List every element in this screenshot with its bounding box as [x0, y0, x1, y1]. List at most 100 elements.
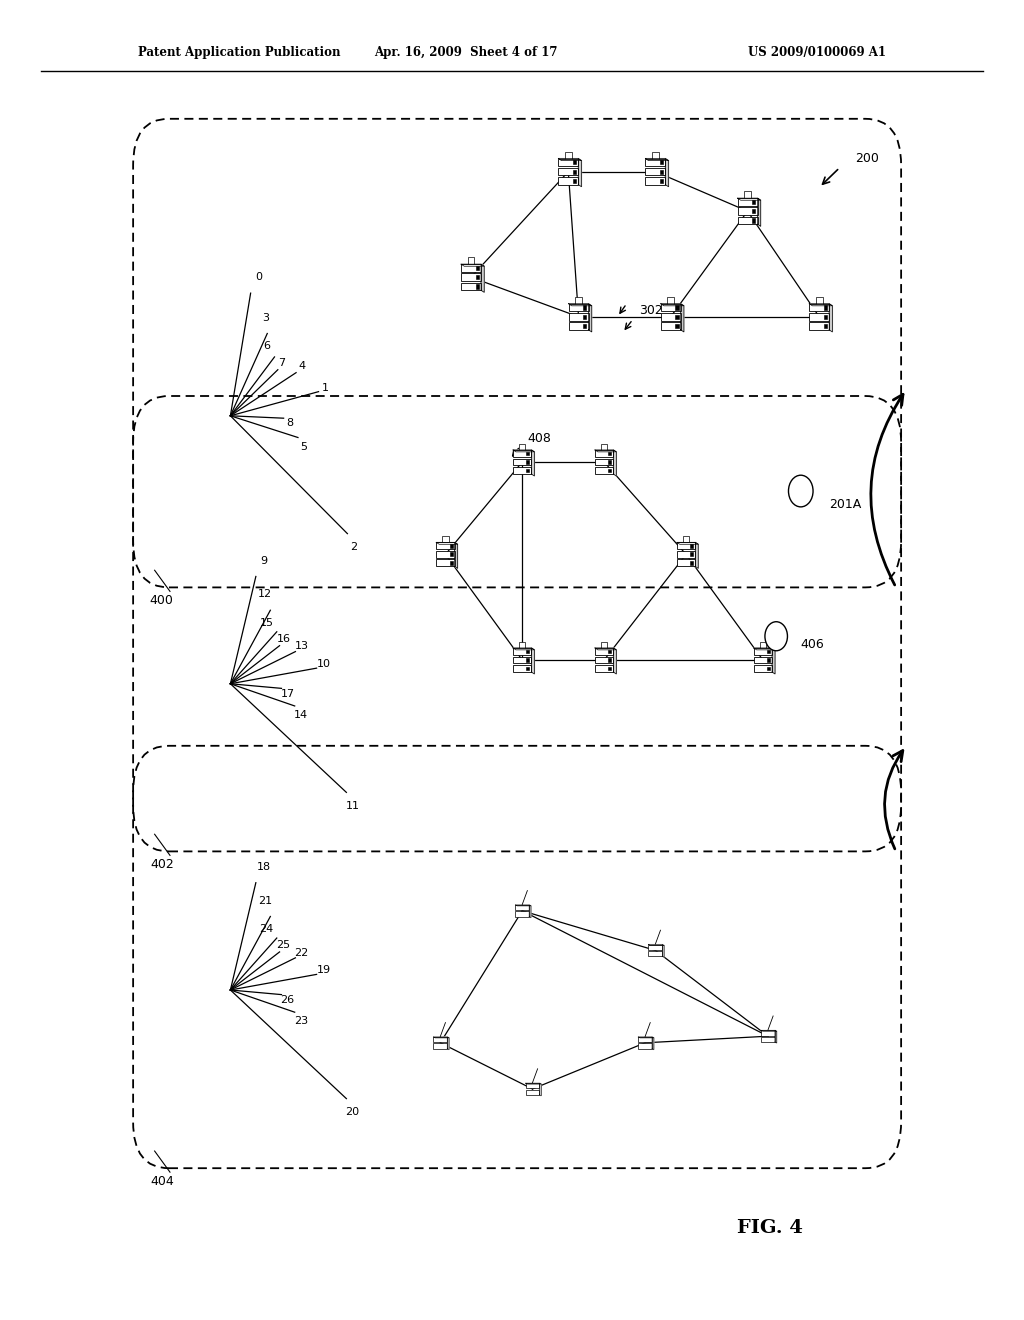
Text: 408: 408: [527, 432, 551, 445]
Bar: [824, 314, 827, 319]
Polygon shape: [613, 648, 616, 675]
Text: 19: 19: [316, 965, 331, 975]
Polygon shape: [737, 198, 761, 201]
Text: 24: 24: [259, 924, 273, 933]
Polygon shape: [455, 543, 458, 569]
Bar: [737, 216, 758, 224]
Polygon shape: [652, 1038, 654, 1049]
Bar: [668, 297, 674, 304]
Bar: [433, 1043, 447, 1048]
Text: 13: 13: [295, 642, 308, 651]
Bar: [513, 450, 531, 457]
Text: 10: 10: [316, 659, 331, 669]
Text: 20: 20: [345, 1107, 359, 1117]
Bar: [558, 158, 579, 166]
Text: 15: 15: [259, 618, 273, 627]
Bar: [513, 648, 531, 655]
Bar: [648, 945, 663, 950]
Text: 7: 7: [279, 358, 286, 368]
Polygon shape: [589, 304, 592, 331]
Bar: [515, 906, 529, 911]
Polygon shape: [695, 543, 698, 569]
Bar: [450, 561, 453, 565]
Text: 12: 12: [258, 590, 272, 599]
Bar: [638, 1043, 652, 1048]
Text: Patent Application Publication: Patent Application Publication: [138, 46, 341, 59]
Bar: [513, 665, 531, 672]
Polygon shape: [613, 450, 616, 477]
Bar: [608, 461, 611, 463]
Bar: [608, 667, 611, 671]
Bar: [754, 648, 772, 655]
Bar: [526, 649, 529, 653]
Bar: [526, 469, 529, 473]
Bar: [468, 257, 474, 264]
Polygon shape: [568, 304, 592, 306]
Bar: [436, 560, 455, 566]
Bar: [442, 536, 449, 543]
Bar: [753, 199, 756, 205]
Bar: [760, 642, 766, 648]
Text: 18: 18: [257, 862, 271, 873]
Circle shape: [788, 475, 813, 507]
Bar: [683, 536, 689, 543]
Bar: [601, 642, 607, 648]
Bar: [526, 667, 529, 671]
Bar: [690, 561, 693, 565]
Bar: [767, 659, 770, 661]
Polygon shape: [529, 906, 531, 917]
Text: 11: 11: [345, 801, 359, 810]
Bar: [436, 550, 455, 558]
Text: 5: 5: [301, 442, 307, 451]
Bar: [677, 550, 695, 558]
Bar: [660, 169, 664, 174]
Bar: [476, 275, 479, 280]
Bar: [737, 198, 758, 206]
Polygon shape: [540, 1084, 542, 1096]
Text: 400: 400: [150, 594, 174, 607]
Bar: [754, 656, 772, 664]
Bar: [690, 544, 693, 548]
Bar: [595, 458, 613, 466]
Bar: [461, 273, 481, 281]
Bar: [753, 218, 756, 223]
Bar: [565, 152, 571, 158]
Text: 302: 302: [639, 304, 663, 317]
Bar: [525, 1084, 540, 1089]
Bar: [461, 282, 481, 290]
Text: Apr. 16, 2009  Sheet 4 of 17: Apr. 16, 2009 Sheet 4 of 17: [374, 46, 558, 59]
Bar: [809, 322, 829, 330]
Bar: [660, 313, 681, 321]
Bar: [568, 313, 589, 321]
Bar: [645, 168, 666, 176]
Bar: [573, 169, 577, 174]
Polygon shape: [775, 1031, 777, 1043]
Bar: [638, 1038, 652, 1043]
Text: 17: 17: [281, 689, 295, 698]
Text: FIG. 4: FIG. 4: [737, 1218, 803, 1237]
Polygon shape: [531, 450, 535, 477]
Polygon shape: [660, 304, 684, 306]
Bar: [575, 297, 582, 304]
Polygon shape: [558, 158, 582, 161]
Polygon shape: [809, 304, 833, 306]
Bar: [601, 444, 607, 450]
Bar: [526, 659, 529, 661]
Bar: [450, 544, 453, 548]
Bar: [767, 667, 770, 671]
Bar: [526, 451, 529, 455]
Polygon shape: [461, 264, 484, 267]
Bar: [519, 444, 525, 450]
Bar: [648, 950, 663, 956]
Polygon shape: [595, 648, 616, 649]
Bar: [525, 1089, 540, 1094]
Bar: [754, 665, 772, 672]
Polygon shape: [436, 543, 458, 544]
Bar: [761, 1036, 775, 1041]
Polygon shape: [645, 158, 669, 161]
Bar: [476, 284, 479, 289]
Text: 9: 9: [260, 556, 267, 566]
Bar: [690, 553, 693, 556]
Text: 406: 406: [801, 638, 824, 651]
Bar: [753, 209, 756, 214]
